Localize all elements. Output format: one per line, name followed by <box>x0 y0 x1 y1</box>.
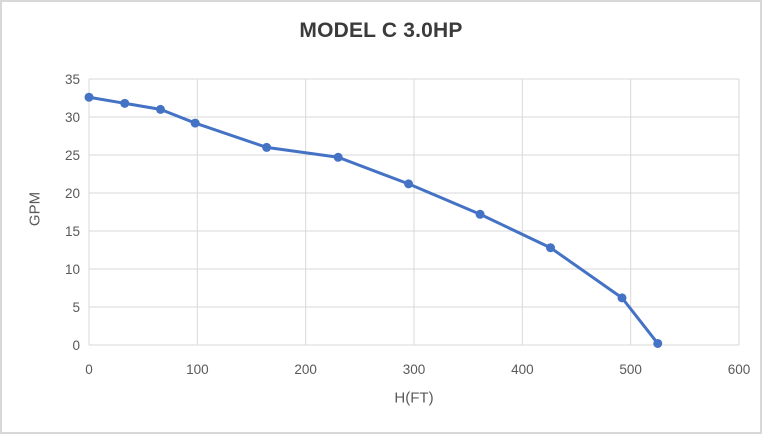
y-tick-label: 15 <box>65 224 80 239</box>
x-tick-label: 200 <box>294 362 317 377</box>
x-axis-title: H(FT) <box>394 389 434 407</box>
x-tick-label: 600 <box>728 362 751 377</box>
data-point-marker <box>617 293 627 303</box>
chart-title: MODEL C 3.0HP <box>299 19 463 42</box>
x-tick-label: 100 <box>186 362 209 377</box>
data-point-marker <box>404 179 414 189</box>
y-tick-label: 10 <box>65 262 80 277</box>
y-tick-label: 30 <box>65 110 80 125</box>
y-tick-label: 20 <box>65 186 80 201</box>
data-point-marker <box>475 209 485 219</box>
data-point-marker <box>546 243 555 253</box>
y-tick-label: 0 <box>72 338 80 353</box>
y-tick-label: 5 <box>72 300 80 315</box>
data-point-marker <box>653 338 663 348</box>
y-tick-label: 25 <box>65 148 80 163</box>
y-tick-label: 35 <box>65 72 80 87</box>
data-point-marker <box>262 142 272 152</box>
data-point-marker <box>84 92 94 102</box>
x-tick-label: 300 <box>403 362 426 377</box>
x-tick-label: 500 <box>619 362 642 377</box>
x-tick-label: 0 <box>85 362 93 377</box>
x-tick-label: 400 <box>511 362 534 377</box>
data-point-marker <box>156 104 165 114</box>
data-point-marker <box>190 118 200 128</box>
data-point-marker <box>120 98 130 108</box>
data-point-marker <box>333 152 343 162</box>
